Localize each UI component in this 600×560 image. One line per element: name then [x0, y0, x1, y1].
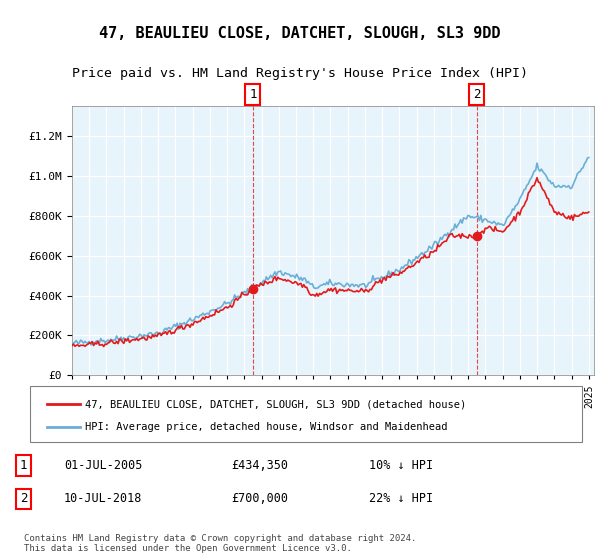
Text: 10-JUL-2018: 10-JUL-2018 [64, 492, 142, 506]
Text: £700,000: £700,000 [231, 492, 288, 506]
Text: 47, BEAULIEU CLOSE, DATCHET, SLOUGH, SL3 9DD (detached house): 47, BEAULIEU CLOSE, DATCHET, SLOUGH, SL3… [85, 399, 466, 409]
Text: 47, BEAULIEU CLOSE, DATCHET, SLOUGH, SL3 9DD: 47, BEAULIEU CLOSE, DATCHET, SLOUGH, SL3… [99, 26, 501, 41]
Text: 1: 1 [20, 459, 27, 472]
Text: £434,350: £434,350 [231, 459, 288, 472]
Text: 1: 1 [249, 88, 257, 101]
Text: 01-JUL-2005: 01-JUL-2005 [64, 459, 142, 472]
Text: 2: 2 [20, 492, 27, 506]
Text: 10% ↓ HPI: 10% ↓ HPI [369, 459, 433, 472]
Text: 22% ↓ HPI: 22% ↓ HPI [369, 492, 433, 506]
Text: HPI: Average price, detached house, Windsor and Maidenhead: HPI: Average price, detached house, Wind… [85, 422, 448, 432]
Text: 2: 2 [473, 88, 481, 101]
Text: Contains HM Land Registry data © Crown copyright and database right 2024.
This d: Contains HM Land Registry data © Crown c… [23, 534, 416, 553]
Text: Price paid vs. HM Land Registry's House Price Index (HPI): Price paid vs. HM Land Registry's House … [72, 67, 528, 80]
FancyBboxPatch shape [30, 386, 582, 442]
